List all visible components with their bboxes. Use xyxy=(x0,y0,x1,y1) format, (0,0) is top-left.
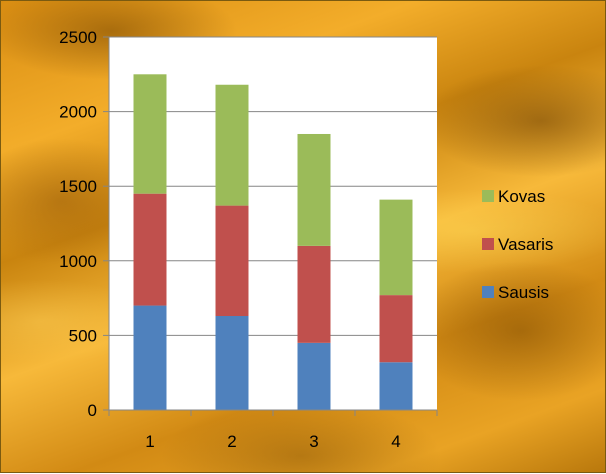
bar-sausis-1 xyxy=(133,305,167,410)
bar-kovas-4 xyxy=(379,199,413,296)
bar-sausis-3 xyxy=(297,342,331,410)
axes xyxy=(103,36,438,416)
legend-swatch-kovas xyxy=(482,190,494,202)
y-tick-label: 2000 xyxy=(59,103,97,122)
bar-vasaris-4 xyxy=(379,295,413,363)
y-tick-label: 0 xyxy=(88,401,97,420)
x-tick-label: 1 xyxy=(145,432,154,451)
bar-kovas-2 xyxy=(215,84,249,206)
bar-sausis-2 xyxy=(215,316,249,410)
legend-label-kovas: Kovas xyxy=(498,187,545,206)
bars xyxy=(133,74,413,410)
bar-sausis-4 xyxy=(379,362,413,410)
bar-vasaris-3 xyxy=(297,245,331,343)
x-tick-labels: 1 2 3 4 xyxy=(145,432,400,451)
x-tick-label: 3 xyxy=(309,432,318,451)
bar-vasaris-1 xyxy=(133,193,167,306)
legend-swatch-sausis xyxy=(482,286,494,298)
bar-kovas-1 xyxy=(133,74,167,194)
y-tick-labels: 0 500 1000 1500 2000 2500 xyxy=(59,28,97,420)
x-tick-label: 4 xyxy=(391,432,400,451)
y-tick-label: 2500 xyxy=(59,28,97,47)
legend-swatch-vasaris xyxy=(482,238,494,250)
y-tick-label: 1500 xyxy=(59,177,97,196)
x-tick-label: 2 xyxy=(227,432,236,451)
legend-label-vasaris: Vasaris xyxy=(498,235,553,254)
bar-vasaris-2 xyxy=(215,205,249,317)
legend: Kovas Vasaris Sausis xyxy=(482,187,553,302)
y-tick-label: 500 xyxy=(69,326,97,345)
y-tick-label: 1000 xyxy=(59,252,97,271)
bar-kovas-3 xyxy=(297,133,331,246)
legend-label-sausis: Sausis xyxy=(498,283,549,302)
